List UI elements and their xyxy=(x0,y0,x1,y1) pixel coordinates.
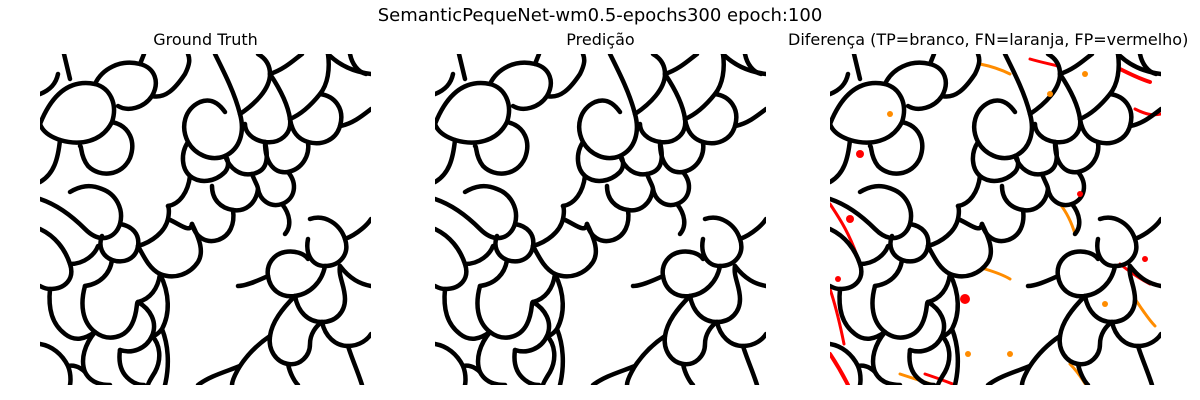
error-stroke xyxy=(1133,297,1157,328)
error-speck xyxy=(1142,256,1148,262)
error-speck xyxy=(965,351,971,357)
error-speck xyxy=(835,276,841,282)
error-speck xyxy=(1007,351,1013,357)
error-speck xyxy=(887,111,893,117)
error-stroke xyxy=(978,62,1012,76)
error-speck xyxy=(1047,91,1053,97)
error-stroke xyxy=(1118,67,1152,84)
ground-truth-mask xyxy=(40,54,371,385)
difference-image xyxy=(830,54,1161,385)
figure-title: SemanticPequeNet-wm0.5-epochs300 epoch:1… xyxy=(377,5,823,26)
panel-title-difference: Diferença (TP=branco, FN=laranja, FP=ver… xyxy=(788,30,1189,49)
error-stroke xyxy=(983,267,1012,281)
panel-title-ground-truth: Ground Truth xyxy=(153,30,258,49)
error-speck xyxy=(1102,301,1108,307)
error-speck xyxy=(1077,191,1083,197)
error-speck xyxy=(846,215,854,223)
error-speck xyxy=(960,294,970,304)
difference-mask xyxy=(830,54,1161,385)
panel-title-prediction: Predição xyxy=(566,30,635,49)
error-overlay-top xyxy=(835,71,1148,357)
error-stroke xyxy=(1133,107,1161,117)
error-stroke xyxy=(830,352,850,385)
prediction-mask xyxy=(435,54,766,385)
ground-truth-image xyxy=(40,54,371,385)
error-stroke xyxy=(1028,57,1060,68)
prediction-image xyxy=(435,54,766,385)
error-stroke xyxy=(830,287,846,346)
error-speck xyxy=(856,150,864,158)
error-speck xyxy=(1082,71,1088,77)
